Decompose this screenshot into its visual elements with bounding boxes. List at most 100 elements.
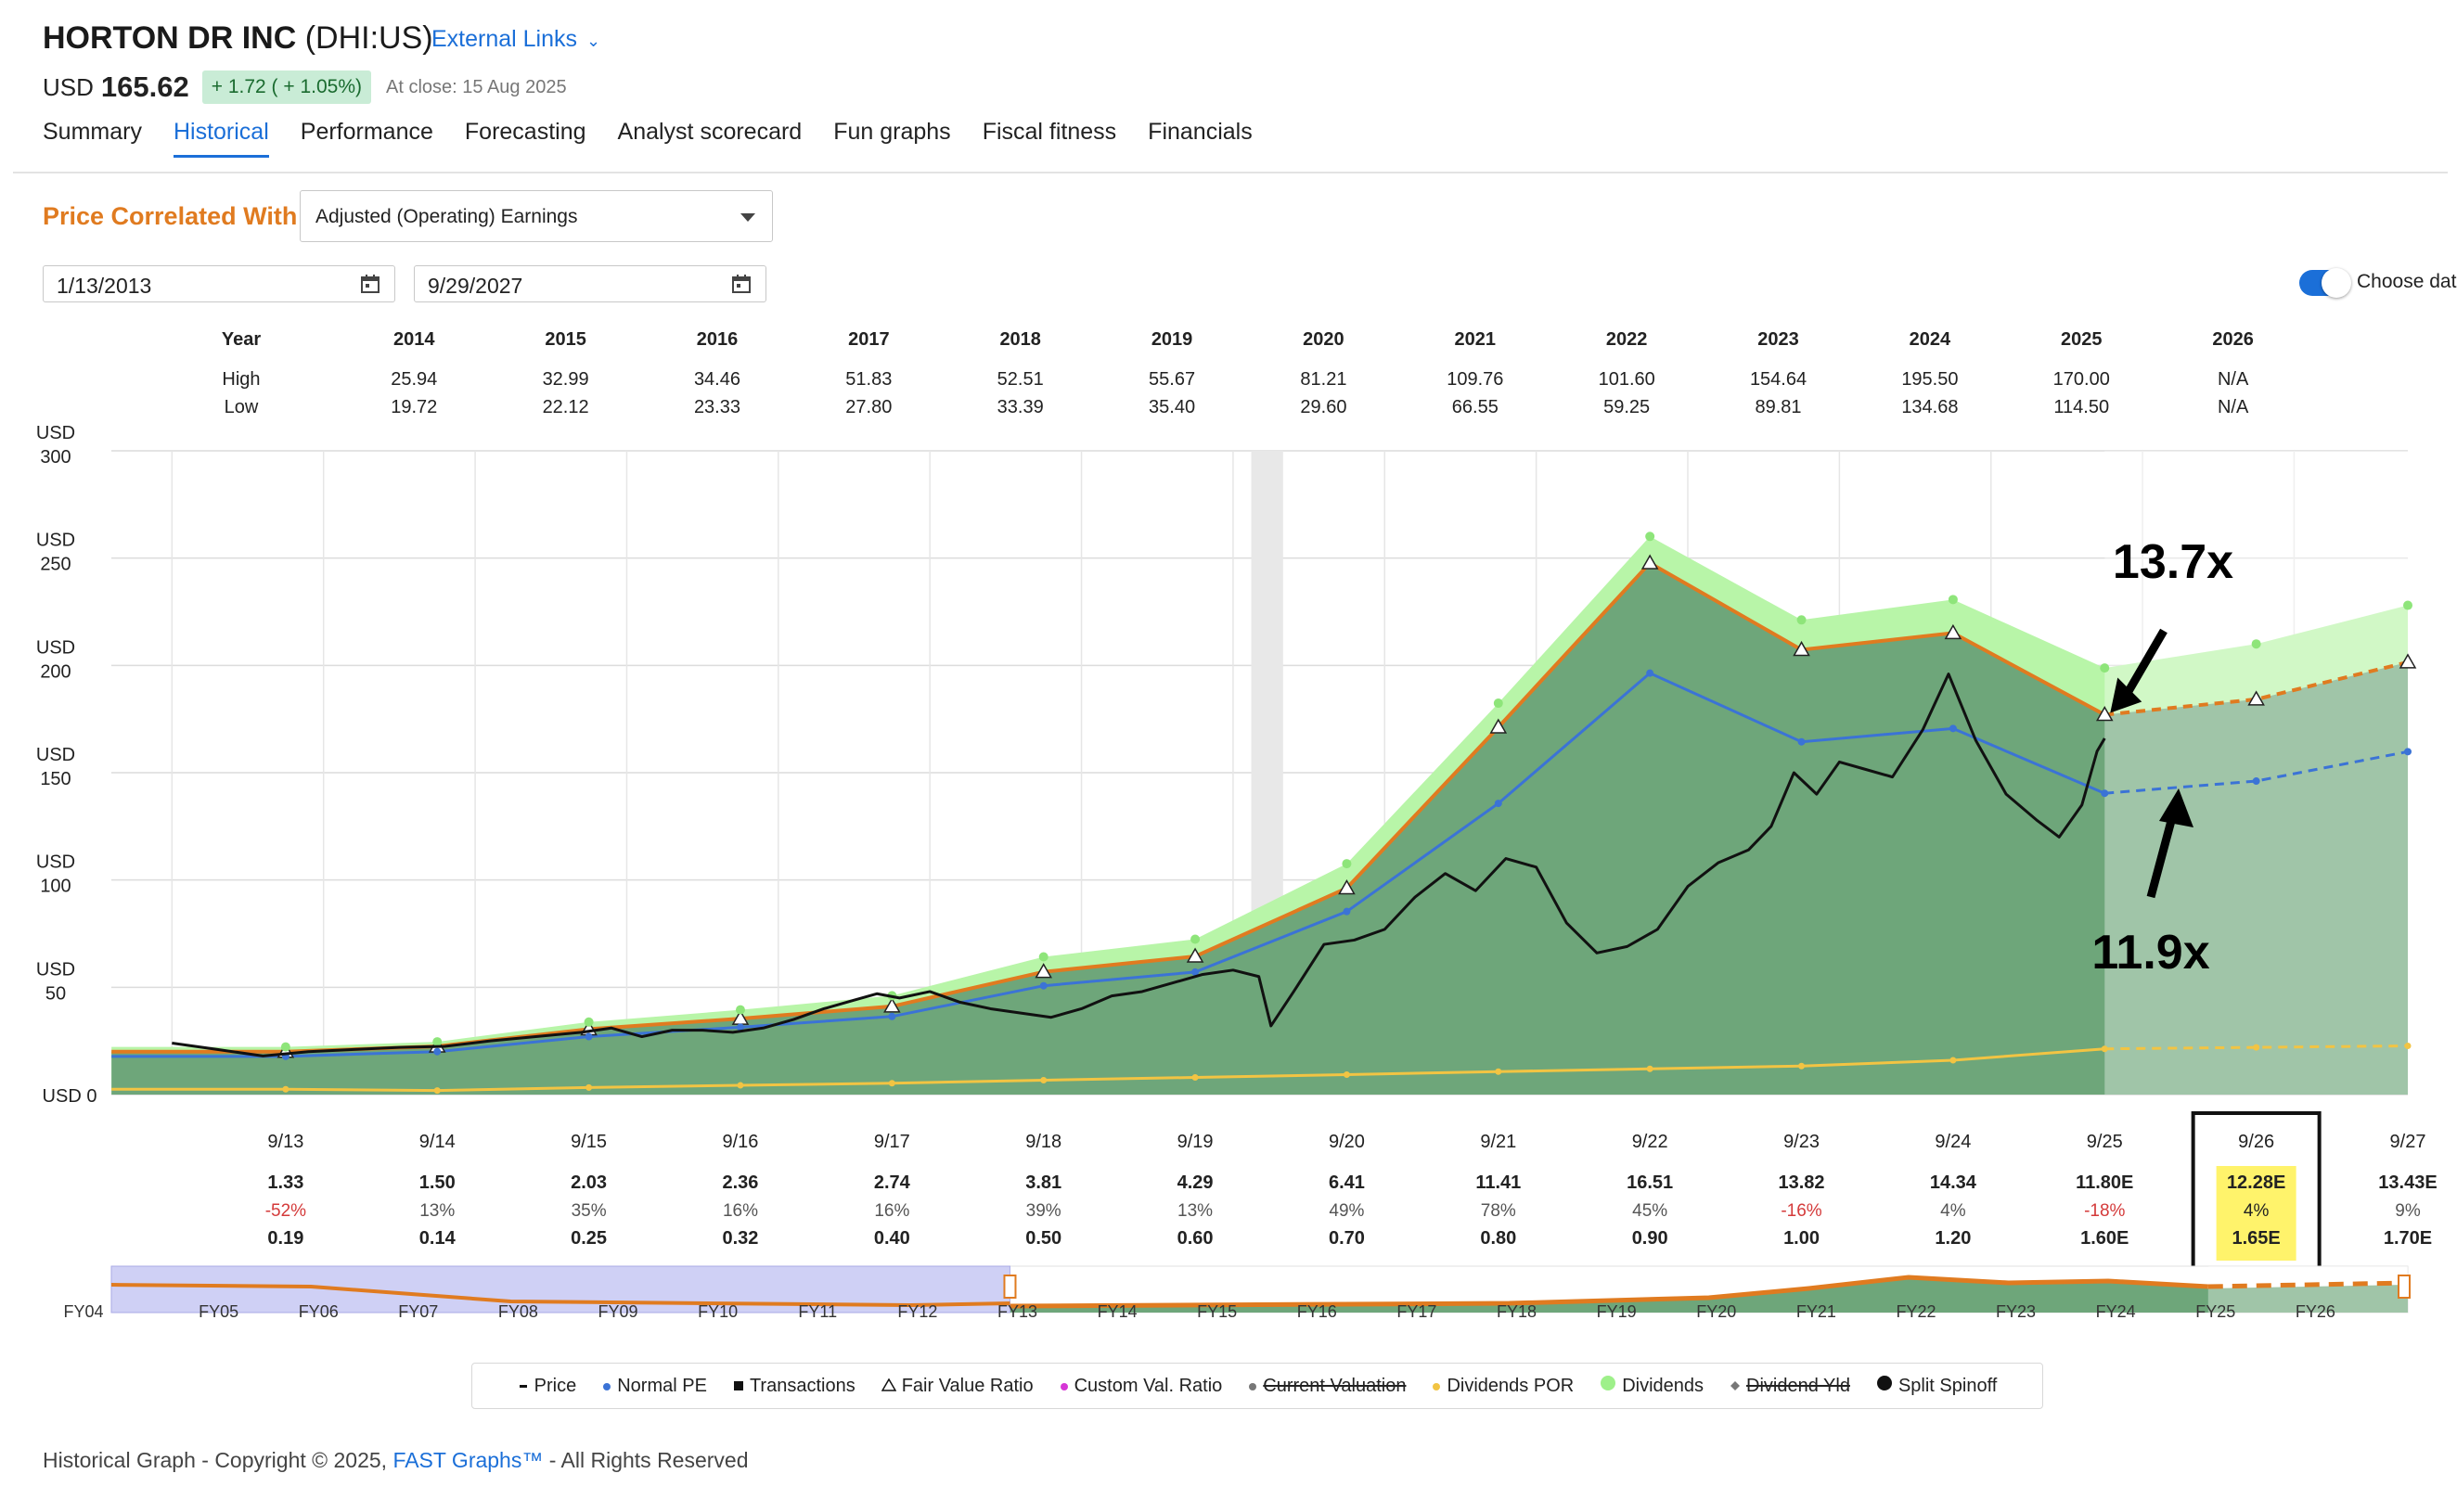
- fast-graphs-link[interactable]: FAST Graphs™: [392, 1448, 544, 1472]
- legend-item[interactable]: Split Spinoff: [1876, 1375, 1997, 1397]
- tab-summary[interactable]: Summary: [43, 119, 142, 145]
- x-tick-label: 9/25: [2087, 1132, 2123, 1152]
- x-tick-label: 9/22: [1632, 1132, 1668, 1152]
- normal-pe-marker: [1949, 724, 1957, 733]
- y-tick-label: 300: [40, 447, 71, 468]
- end-date-input[interactable]: 9/29/2027: [414, 265, 766, 302]
- legend-item[interactable]: Dividend Yld: [1730, 1376, 1850, 1397]
- y-tick-currency: USD: [36, 531, 75, 551]
- company-title: HORTON DR INC (DHI:US): [43, 20, 433, 57]
- currency-label: USD: [43, 72, 94, 101]
- dividend-marker: [1796, 615, 1807, 625]
- tab-historical[interactable]: Historical: [173, 119, 269, 158]
- legend-item[interactable]: Custom Val. Ratio: [1060, 1376, 1222, 1397]
- legend-item[interactable]: Fair Value Ratio: [881, 1376, 1034, 1397]
- normal-pe-marker: [888, 1012, 896, 1020]
- year-low-value: N/A: [2218, 397, 2249, 417]
- year-label: 2022: [1606, 329, 1648, 350]
- external-links-label: External Links: [431, 26, 578, 52]
- calendar-icon[interactable]: [359, 273, 381, 295]
- year-high-value: 170.00: [2053, 369, 2110, 390]
- normal-pe-marker: [585, 1032, 593, 1041]
- fair-value-area: [111, 562, 2409, 1095]
- fair-value-marker: [2247, 690, 2265, 706]
- minimap-label: FY24: [2096, 1302, 2136, 1321]
- minimap-label: FY18: [1497, 1302, 1537, 1321]
- toggle-knob: [2322, 268, 2351, 298]
- y-tick-label: 50: [45, 983, 66, 1004]
- choose-data-toggle[interactable]: [2299, 268, 2351, 298]
- year-high-value: 25.94: [391, 369, 437, 390]
- x-tick-label: 9/23: [1783, 1132, 1820, 1152]
- forecast-overlay: [2104, 451, 2408, 1095]
- dot-green-icon: [1600, 1375, 1616, 1397]
- legend-item[interactable]: Transactions: [733, 1376, 855, 1397]
- tab-fiscal-fitness[interactable]: Fiscal fitness: [982, 119, 1117, 145]
- normal-pe-marker: [2252, 777, 2260, 786]
- dividend-value: 1.65E: [2232, 1228, 2281, 1249]
- y-tick-currency: USD: [36, 852, 75, 873]
- legend-item[interactable]: Price: [518, 1376, 576, 1397]
- tab-divider: [13, 172, 2448, 173]
- tab-forecasting[interactable]: Forecasting: [464, 119, 586, 145]
- legend-item[interactable]: Dividends: [1600, 1375, 1704, 1397]
- external-links-dropdown[interactable]: External Links ⌄: [431, 26, 600, 53]
- dividends-por-marker: [282, 1085, 289, 1093]
- year-low-value: 89.81: [1756, 397, 1802, 417]
- normal-pe-marker: [2101, 789, 2109, 798]
- dividend-value: 0.80: [1480, 1228, 1516, 1249]
- dividends-por-line-forecast: [2104, 1044, 2409, 1051]
- year-high-value: 55.67: [1149, 369, 1195, 390]
- normal-pe-line: [111, 671, 2105, 1058]
- fair-value-marker: [2399, 653, 2417, 669]
- calendar-icon[interactable]: [730, 273, 753, 295]
- year-high-value: 101.60: [1599, 369, 1655, 390]
- dividend-value: 0.25: [571, 1228, 607, 1249]
- x-tick-label: 9/16: [723, 1132, 759, 1152]
- dividends-por-marker: [737, 1082, 744, 1089]
- eps-growth: 4%: [2244, 1201, 2270, 1221]
- legend-item[interactable]: Dividends POR: [1432, 1376, 1574, 1397]
- x-tick-label: 9/20: [1329, 1132, 1365, 1152]
- eps-value: 2.36: [723, 1172, 759, 1193]
- year-high-value: N/A: [2218, 369, 2249, 390]
- tab-performance[interactable]: Performance: [300, 119, 433, 145]
- normal-pe-marker: [1494, 800, 1502, 808]
- minimap-label: FY25: [2195, 1302, 2235, 1321]
- tab-fun-graphs[interactable]: Fun graphs: [833, 119, 951, 145]
- dash-icon: [518, 1376, 529, 1397]
- eps-growth: 45%: [1632, 1201, 1667, 1221]
- dividend-value: 0.70: [1329, 1228, 1365, 1249]
- eps-value: 6.41: [1329, 1172, 1365, 1193]
- tab-analyst-scorecard[interactable]: Analyst scorecard: [617, 119, 803, 145]
- dividend-marker: [432, 1037, 443, 1047]
- eps-growth: 78%: [1481, 1201, 1516, 1221]
- year-label: 2014: [393, 329, 435, 350]
- y-tick-label: 250: [40, 555, 71, 575]
- x-tick-label: 9/17: [874, 1132, 910, 1152]
- dividend-marker: [584, 1017, 594, 1027]
- tab-financials[interactable]: Financials: [1148, 119, 1253, 145]
- eps-value: 1.50: [419, 1172, 456, 1193]
- fair-value-line-forecast: [2104, 660, 2409, 717]
- start-date-input[interactable]: 1/13/2013: [43, 265, 395, 302]
- dividend-value: 0.40: [874, 1228, 910, 1249]
- dropdown-arrow-icon: [740, 213, 755, 222]
- fair-value-marker: [1793, 640, 1810, 657]
- minimap-label: FY09: [598, 1302, 638, 1321]
- legend-item[interactable]: Current Valuation: [1248, 1376, 1406, 1397]
- dividend-marker: [1948, 595, 1958, 605]
- y-tick-currency: USD: [36, 745, 75, 765]
- dividends-por-marker: [1949, 1057, 1957, 1064]
- normal-pe-marker: [2404, 748, 2412, 756]
- year-low-value: 114.50: [2053, 397, 2109, 417]
- dot-black-icon: [1876, 1375, 1893, 1397]
- legend-item[interactable]: Normal PE: [602, 1376, 707, 1397]
- y-tick-currency: USD: [36, 959, 75, 980]
- year-label: 2019: [1151, 329, 1193, 350]
- earnings-metric-select[interactable]: Adjusted (Operating) Earnings: [300, 190, 773, 242]
- eps-value: 4.29: [1177, 1172, 1214, 1193]
- dividend-value: 0.19: [267, 1228, 303, 1249]
- annotation-label: 13.7x: [2113, 535, 2233, 589]
- eps-value: 16.51: [1627, 1172, 1673, 1193]
